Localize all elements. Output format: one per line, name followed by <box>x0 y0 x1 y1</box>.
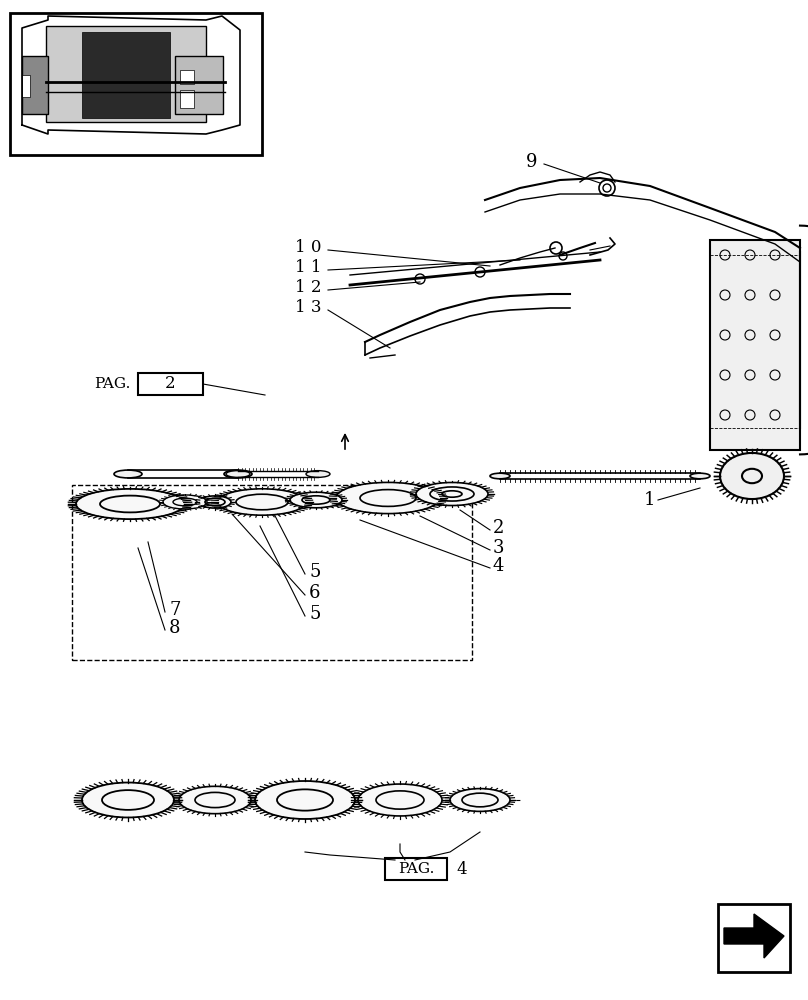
Text: 9: 9 <box>526 153 538 171</box>
Ellipse shape <box>358 784 442 816</box>
Bar <box>46 26 206 122</box>
Bar <box>180 90 194 108</box>
Bar <box>180 70 194 84</box>
Bar <box>72 485 472 660</box>
Text: 5: 5 <box>309 563 321 581</box>
Ellipse shape <box>690 473 710 479</box>
Bar <box>10 13 262 155</box>
Bar <box>718 904 790 972</box>
Bar <box>385 858 447 880</box>
Text: 1: 1 <box>644 491 656 509</box>
Ellipse shape <box>306 471 330 477</box>
Bar <box>710 240 800 450</box>
Ellipse shape <box>76 489 184 519</box>
Text: 1 1: 1 1 <box>295 259 322 276</box>
Bar <box>138 373 203 395</box>
Ellipse shape <box>226 471 250 477</box>
Text: 7: 7 <box>170 601 181 619</box>
Ellipse shape <box>290 492 342 508</box>
Circle shape <box>415 274 425 284</box>
Ellipse shape <box>416 482 488 506</box>
Ellipse shape <box>82 783 174 817</box>
Text: 2: 2 <box>492 519 503 537</box>
Text: 1 0: 1 0 <box>295 239 322 256</box>
Ellipse shape <box>720 453 784 499</box>
Ellipse shape <box>255 781 355 819</box>
Text: 2: 2 <box>165 375 175 392</box>
Text: 1 2: 1 2 <box>295 279 322 296</box>
Ellipse shape <box>336 482 440 514</box>
Ellipse shape <box>442 491 462 497</box>
Text: PAG.: PAG. <box>398 862 434 876</box>
Text: 3: 3 <box>492 539 503 557</box>
Bar <box>82 32 170 118</box>
Ellipse shape <box>199 496 231 508</box>
Text: 8: 8 <box>169 619 181 637</box>
Ellipse shape <box>163 495 207 509</box>
Ellipse shape <box>224 470 252 478</box>
Ellipse shape <box>218 489 306 515</box>
Bar <box>22 56 48 114</box>
Text: 4: 4 <box>492 557 503 575</box>
Text: 1 3: 1 3 <box>295 300 322 316</box>
Text: 5: 5 <box>309 605 321 623</box>
Circle shape <box>475 267 485 277</box>
Polygon shape <box>724 914 784 958</box>
Ellipse shape <box>179 786 251 814</box>
Ellipse shape <box>114 470 142 478</box>
Ellipse shape <box>490 473 510 479</box>
Text: 4: 4 <box>457 860 467 878</box>
Ellipse shape <box>450 789 510 811</box>
Bar <box>175 56 223 114</box>
Text: PAG.: PAG. <box>94 377 130 391</box>
Text: 6: 6 <box>309 584 321 602</box>
Bar <box>22 75 30 97</box>
